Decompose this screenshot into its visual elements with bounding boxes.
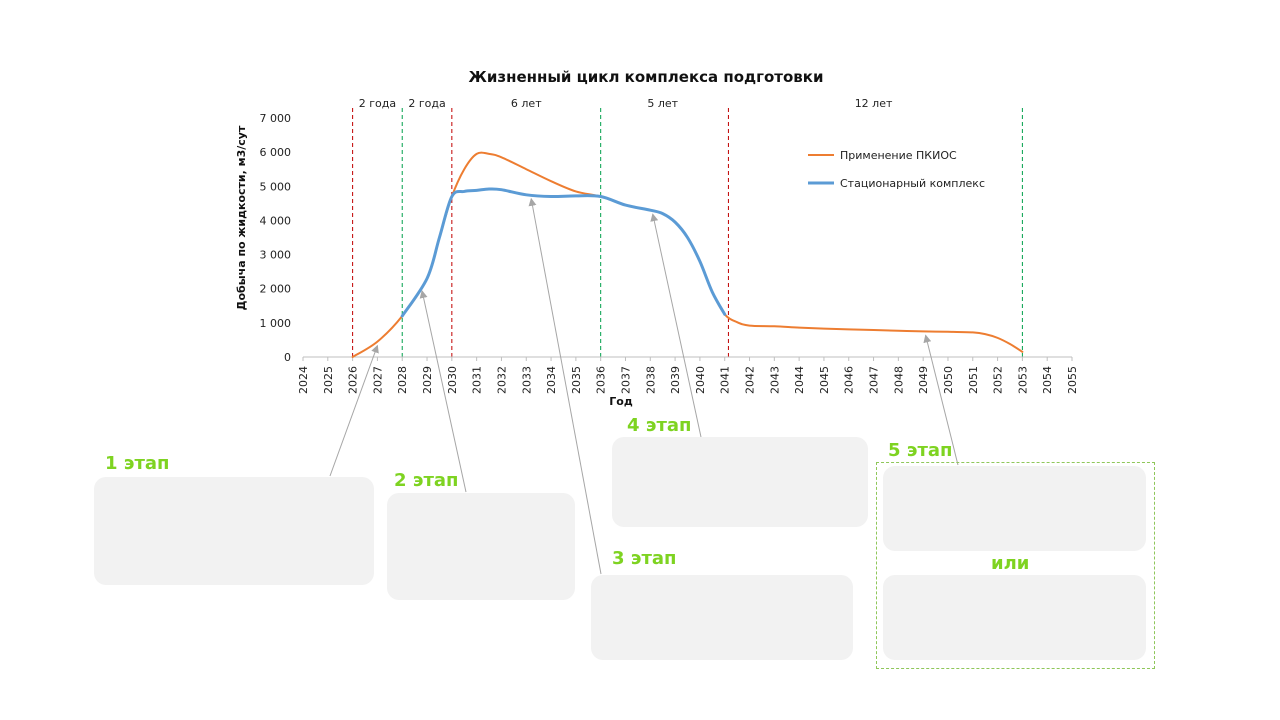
stage-3-label: 3 этап: [612, 548, 677, 569]
stage-5-box-option-2: [883, 575, 1146, 660]
period-label: 12 лет: [855, 97, 893, 110]
period-label: 2 года: [408, 97, 445, 110]
x-tick-label: 2037: [619, 366, 632, 394]
x-tick-label: 2051: [967, 366, 980, 394]
y-tick-label: 6 000: [260, 146, 292, 159]
stage-2-box: [387, 493, 575, 600]
legend-label: Стационарный комплекс: [840, 177, 985, 190]
stage-arrow: [528, 197, 602, 575]
y-tick-label: 4 000: [260, 214, 292, 227]
y-axis-label: Добыча по жидкости, м3/сут: [235, 125, 248, 310]
legend-label: Применение ПКИОС: [840, 149, 957, 162]
period-label: 5 лет: [647, 97, 678, 110]
x-tick-label: 2042: [744, 366, 757, 394]
stage-4-label: 4 этап: [627, 415, 692, 436]
stage-arrow: [419, 290, 467, 493]
x-tick-label: 2054: [1041, 366, 1054, 394]
x-tick-label: 2029: [421, 366, 434, 394]
x-tick-label: 2047: [868, 366, 881, 394]
stage-1-label: 1 этап: [105, 453, 170, 474]
x-tick-label: 2044: [793, 366, 806, 394]
chart-title: Жизненный цикл комплекса подготовки: [469, 68, 824, 86]
stage-1-box: [94, 477, 374, 585]
x-tick-label: 2043: [768, 366, 781, 394]
x-tick-label: 2041: [719, 366, 732, 394]
x-tick-label: 2028: [396, 366, 409, 394]
x-tick-label: 2039: [669, 366, 682, 394]
x-axis-label: Год: [609, 395, 633, 408]
x-tick-label: 2027: [371, 366, 384, 394]
stage-arrow: [650, 213, 702, 438]
x-tick-label: 2036: [595, 366, 608, 394]
x-tick-label: 2052: [992, 366, 1005, 394]
x-tick-label: 2053: [1016, 366, 1029, 394]
x-tick-label: 2026: [347, 366, 360, 394]
stage-arrow: [923, 334, 959, 466]
x-tick-label: 2025: [322, 366, 335, 394]
y-tick-label: 5 000: [260, 180, 292, 193]
x-tick-label: 2040: [694, 366, 707, 394]
y-tick-label: 3 000: [260, 249, 292, 262]
x-tick-label: 2034: [545, 366, 558, 394]
period-label: 2 года: [359, 97, 396, 110]
y-tick-label: 2 000: [260, 283, 292, 296]
x-tick-label: 2046: [843, 366, 856, 394]
stage-arrow: [329, 344, 379, 477]
x-tick-label: 2045: [818, 366, 831, 394]
x-tick-label: 2038: [644, 366, 657, 394]
x-tick-label: 2050: [942, 366, 955, 394]
x-tick-label: 2035: [570, 366, 583, 394]
or-label: или: [991, 553, 1030, 574]
x-tick-label: 2032: [495, 366, 508, 394]
x-tick-label: 2030: [446, 366, 459, 394]
stage-5-label: 5 этап: [888, 440, 953, 461]
stage-5-box-option-1: [883, 466, 1146, 551]
x-tick-label: 2024: [297, 366, 310, 394]
stage-2-label: 2 этап: [394, 470, 459, 491]
y-tick-label: 1 000: [260, 317, 292, 330]
x-tick-label: 2048: [892, 366, 905, 394]
x-tick-label: 2055: [1066, 366, 1079, 394]
stage-3-box: [591, 575, 853, 660]
stage-5-options-frame: [876, 462, 1155, 669]
x-tick-label: 2031: [471, 366, 484, 394]
x-tick-label: 2049: [917, 366, 930, 394]
series-line-stationary: [400, 187, 727, 318]
stage-4-box: [612, 437, 868, 527]
y-tick-label: 7 000: [260, 112, 292, 125]
x-tick-label: 2033: [520, 366, 533, 394]
period-label: 6 лет: [511, 97, 542, 110]
y-tick-label: 0: [284, 351, 291, 364]
